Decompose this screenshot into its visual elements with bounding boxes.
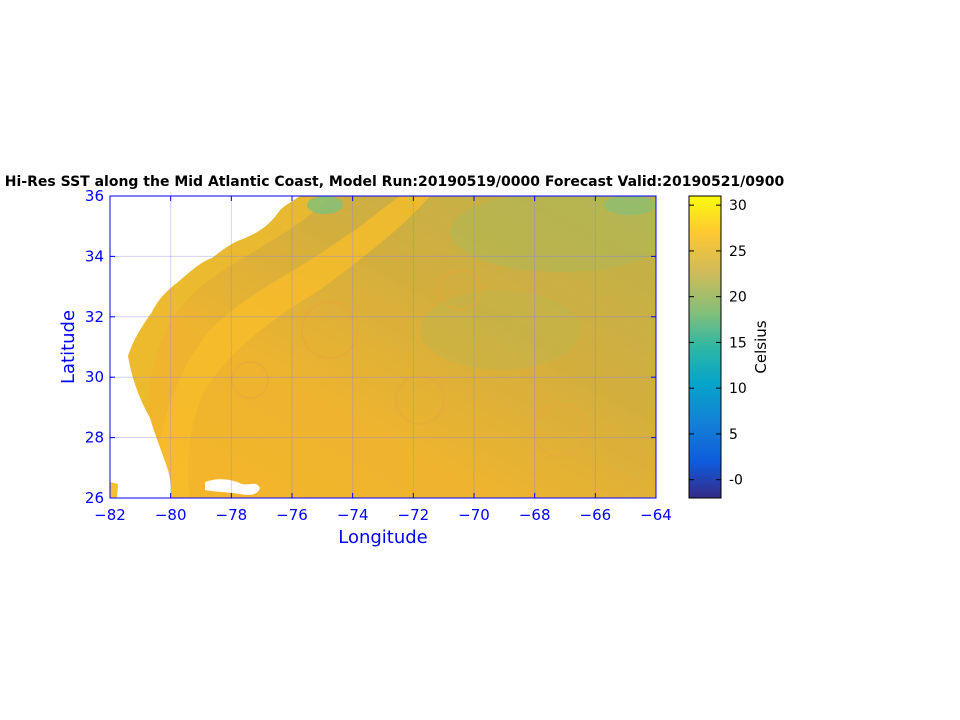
eddy [439, 269, 481, 311]
colorbar-tick-label: 15 [729, 335, 747, 351]
eddy [395, 375, 445, 425]
eddy [231, 361, 269, 399]
x-tick-label: −70 [458, 506, 490, 524]
colorbar-tick-label: 10 [729, 381, 747, 397]
colorbar-ticks: -0 5 10 15 20 25 30 [689, 198, 747, 489]
x-tick-label: −64 [640, 506, 672, 524]
land-us-coast [110, 196, 300, 498]
colorbar-label: Celsius [752, 320, 770, 373]
cool-water-north [450, 196, 656, 272]
x-tick-label: −76 [276, 506, 308, 524]
land-florida-tip [110, 482, 118, 498]
colorbar-tick-label: 5 [729, 427, 738, 443]
sst-field [110, 196, 656, 498]
axes: −82 −80 −78 −76 −74 −72 −70 −68 −66 −64 26 28 30 32 34… [85, 187, 672, 524]
x-tick-label: −80 [155, 506, 187, 524]
eddy [301, 301, 359, 359]
plot-frame [109, 195, 657, 499]
colorbar-tick-label: 20 [729, 290, 747, 306]
colorbar [688, 195, 722, 499]
map-title: M Hi-Res SST along the Mid Atlantic Coas… [0, 174, 785, 190]
colorbar-tick-label: 25 [729, 244, 747, 260]
eddy [533, 403, 587, 457]
cool-patch-ne [307, 196, 343, 214]
x-tick-label: −78 [216, 506, 248, 524]
cool-patch-nne [604, 196, 656, 215]
x-tick-label: −82 [94, 506, 126, 524]
x-tick-label: −74 [337, 506, 369, 524]
y-tick-label: 36 [85, 187, 104, 205]
y-tick-label: 30 [85, 368, 104, 386]
land-bahamas [205, 479, 260, 495]
x-tick-label: −68 [519, 506, 551, 524]
y-tick-label: 34 [85, 247, 104, 265]
y-tick-label: 26 [85, 489, 104, 507]
y-axis-label: Latitude [58, 310, 79, 384]
x-tick-label: −72 [398, 506, 430, 524]
x-axis-label: Longitude [338, 527, 428, 548]
y-tick-label: 28 [85, 429, 104, 447]
gulf-stream-band [150, 196, 430, 498]
colorbar-tick-label: -0 [729, 473, 743, 489]
y-tick-label: 32 [85, 308, 104, 326]
x-tick-label: −66 [580, 506, 612, 524]
colorbar-tick-label: 30 [729, 198, 747, 214]
